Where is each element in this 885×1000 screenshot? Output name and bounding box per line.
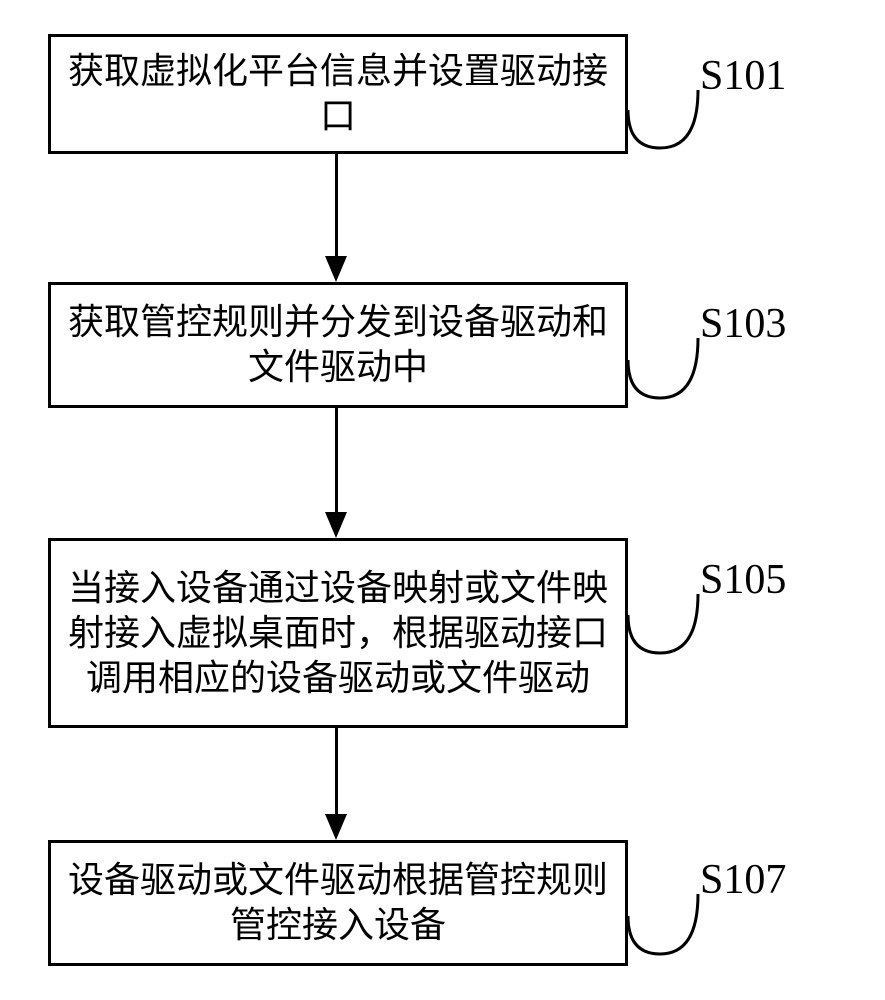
flowchart-canvas: 获取虚拟化平台信息并设置驱动接口 获取管控规则并分发到设备驱动和文件驱动中 当接… xyxy=(0,0,885,1000)
